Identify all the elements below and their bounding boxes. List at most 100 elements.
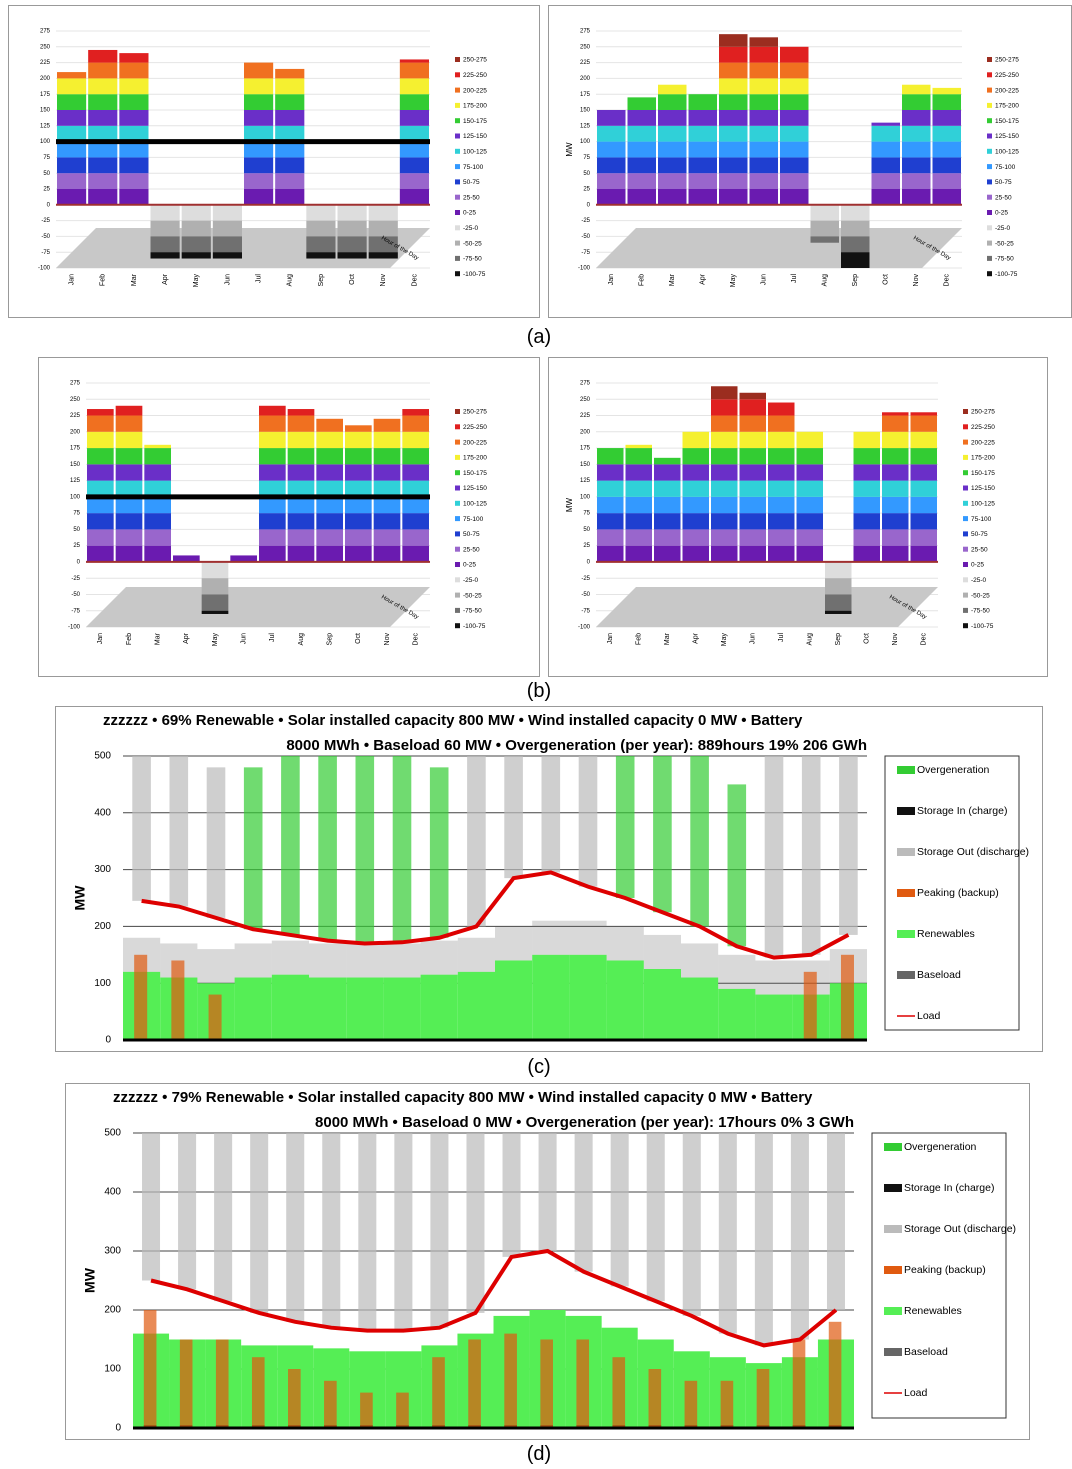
surface-segment [841,236,870,253]
surface-segment [719,141,748,158]
surface-segment [259,480,286,497]
legend-label: 0-25 [995,210,1008,217]
surface-segment [275,141,305,158]
legend-swatch [884,1307,902,1315]
frame [65,1083,1030,1440]
surface-segment [932,173,961,189]
surface-segment [739,480,766,497]
surface-segment [902,173,931,189]
surface-segment [882,412,909,416]
legend-label: -25-0 [463,225,479,232]
surface-segment [115,405,143,416]
y-tick-label: 175 [70,446,81,452]
surface-segment [259,415,286,432]
legend-swatch [987,133,992,139]
y-tick-label: 175 [580,446,591,452]
surface-segment [739,448,766,465]
legend-swatch [455,546,460,552]
legend-swatch [455,516,460,522]
surface-segment [275,157,305,174]
y-tick-label: 275 [70,381,81,387]
surface-segment [780,110,809,126]
legend-label: -100-75 [463,623,486,630]
surface-segment [87,464,114,481]
y-tick-label: 250 [70,397,81,403]
spike-mark [541,756,561,873]
surface-segment [373,496,401,514]
surface-segment [345,431,372,449]
surface-segment [688,110,717,126]
spike-mark [574,1133,593,1272]
legend-label: -25-0 [995,225,1011,232]
surface-segment [88,78,118,95]
surface-segment [345,545,372,562]
surface-segment [932,189,961,205]
surface-segment [316,448,343,465]
legend-label: 125-150 [971,485,995,492]
bar-mark [288,1369,301,1428]
surface-segment [181,252,211,259]
surface-segment [212,252,242,259]
spike-mark [610,1133,629,1287]
spike-mark [682,1133,701,1316]
legend-swatch [455,148,460,154]
legend-swatch [987,87,992,93]
spike-mark [754,1133,773,1346]
legend-swatch [455,409,460,414]
legend-label: 0-25 [463,562,476,569]
legend-swatch [963,531,968,537]
surface-segment [739,415,766,432]
surface-segment [119,157,149,174]
x-tick-label: Mar [155,632,162,645]
surface-segment [399,125,429,142]
area-mark [681,977,719,1040]
chart-panel: -100-75-50-25025507510012515017520022525… [38,357,540,677]
surface-segment [932,110,961,126]
y-tick-label: 150 [580,462,591,468]
surface-segment [711,513,738,530]
surface-segment [711,415,738,432]
bar-mark [504,1333,517,1428]
surface-segment [625,513,652,530]
legend-label: Storage In (charge) [904,1182,994,1194]
legend-label: Peaking (backup) [917,887,999,899]
chart-panel: -100-75-50-25025507510012515017520022525… [8,5,540,318]
surface-segment [688,189,717,205]
caption: (a) [526,326,552,348]
surface-segment [711,386,738,400]
y-axis-label: MW [565,142,574,157]
surface-segment [719,110,748,126]
spike-mark [286,1133,305,1322]
surface-segment [711,480,738,497]
area-mark [532,954,570,1040]
surface-segment [244,94,274,110]
surface-segment [627,173,656,189]
floor [596,587,938,627]
floor [56,228,430,268]
area-mark [495,926,533,961]
y-tick-label: 75 [583,511,590,517]
surface-segment [244,62,274,79]
surface-segment [688,157,717,174]
surface-segment [57,141,87,158]
surface-segment [682,545,709,562]
y-tick-label: 300 [94,864,111,875]
surface-segment [88,94,118,110]
surface-segment [275,173,305,189]
surface-segment [688,125,717,142]
legend-swatch [963,485,968,491]
surface-segment [654,464,681,481]
surface-segment [144,444,171,449]
y-tick-label: 175 [40,92,51,98]
surface-segment [796,464,823,481]
surface-segment [658,141,687,158]
surface-segment [115,431,143,449]
y-tick-label: 275 [580,29,591,35]
surface-segment [597,157,626,174]
legend-label: Load [904,1387,928,1399]
surface-segment [825,594,852,611]
legend-label: 150-175 [971,470,995,477]
spike-mark [394,1133,413,1331]
area-mark [309,977,347,1040]
surface-segment [119,141,149,158]
